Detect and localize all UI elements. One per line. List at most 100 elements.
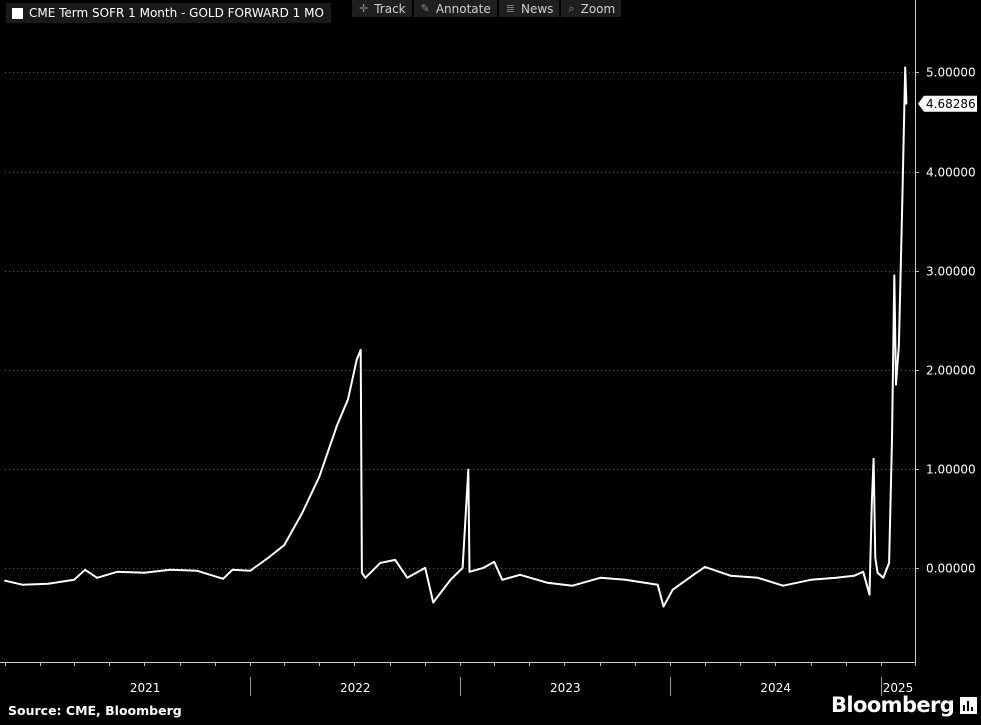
data-point: [874, 557, 877, 559]
y-tick-label: 5.00000: [926, 66, 976, 80]
data-point: [432, 601, 435, 604]
last-value-text: 4.68286: [926, 97, 976, 111]
data-point: [757, 576, 759, 579]
x-tick-label: 2025: [883, 681, 914, 695]
data-point: [695, 571, 698, 574]
data-point: [84, 568, 86, 571]
data-point: [47, 582, 50, 585]
news-icon: ≣: [505, 2, 515, 15]
data-point: [394, 559, 397, 561]
data-point: [231, 568, 234, 571]
data-point: [888, 562, 890, 564]
data-point: [364, 576, 367, 579]
data-point: [249, 569, 252, 572]
pencil-icon: ✎: [420, 2, 430, 15]
data-point: [893, 274, 896, 277]
data-point: [116, 570, 119, 573]
data-point: [809, 578, 812, 581]
data-point: [546, 581, 549, 584]
x-tick-label: 2024: [760, 681, 791, 695]
grid: [5, 72, 915, 569]
legend-swatch: [12, 7, 23, 19]
brand-wordmark: Bloomberg: [831, 693, 955, 717]
data-point: [467, 468, 470, 471]
x-tick-label: 2023: [550, 681, 581, 695]
last-value-flag: [918, 95, 977, 112]
data-point: [169, 568, 172, 571]
data-point: [379, 562, 382, 564]
annotate-button[interactable]: ✎ Annotate: [413, 0, 497, 17]
chart-toolbar: ✛ Track ✎ Annotate ≣ News ⌕ Zoom: [352, 0, 622, 17]
data-point: [571, 584, 574, 587]
source-note: Source: CME, Bloomberg: [8, 703, 182, 718]
legend-label: CME Term SOFR 1 Month - GOLD FORWARD 1 M…: [29, 6, 324, 20]
data-point: [729, 574, 732, 577]
y-tick-label: 2.00000: [926, 364, 976, 378]
annotate-label: Annotate: [435, 1, 491, 16]
data-point: [336, 424, 338, 427]
track-label: Track: [374, 1, 406, 16]
legend: CME Term SOFR 1 Month - GOLD FORWARD 1 M…: [6, 3, 331, 23]
data-point: [853, 574, 855, 577]
bloomberg-terminal-icon: [960, 696, 978, 714]
data-point: [267, 557, 269, 559]
data-point: [704, 566, 706, 568]
data-point: [599, 576, 602, 579]
crosshair-icon: ✛: [359, 2, 369, 15]
data-point: [782, 584, 785, 587]
zoom-button[interactable]: ⌕ Zoom: [561, 0, 622, 17]
series-line: [4, 66, 908, 608]
data-point: [882, 576, 885, 579]
x-tick-labels: 2021 2022 2023 2024 2025: [130, 681, 913, 695]
data-point: [283, 544, 286, 546]
data-point: [482, 567, 485, 569]
x-tick-label: 2022: [340, 681, 371, 695]
data-point: [73, 578, 75, 581]
data-point: [862, 570, 865, 573]
data-point: [222, 577, 225, 580]
data-point: [501, 578, 504, 581]
axes: [0, 0, 919, 696]
data-point: [519, 573, 521, 576]
data-point: [96, 576, 98, 579]
data-point: [468, 570, 471, 573]
data-point: [196, 569, 199, 572]
data-point: [361, 571, 363, 574]
y-tick-labels: 0.00000 1.00000 2.00000 3.00000 4.00000 5.000…: [926, 66, 976, 576]
data-point: [21, 583, 24, 586]
data-point: [424, 567, 427, 569]
last-value-label: 4.68286: [918, 95, 977, 112]
data-point: [868, 593, 871, 596]
series-layer: [4, 66, 908, 608]
data-point: [449, 578, 452, 581]
data-point: [905, 102, 908, 105]
data-point: [876, 571, 879, 574]
data-point: [656, 583, 659, 586]
news-button[interactable]: ≣ News: [498, 0, 560, 17]
data-point: [355, 358, 358, 361]
data-point: [901, 200, 904, 203]
data-point: [4, 579, 6, 582]
data-point: [870, 502, 873, 505]
data-point: [904, 66, 907, 69]
track-button[interactable]: ✛ Track: [352, 0, 412, 17]
data-point: [872, 458, 875, 460]
zoom-label: Zoom: [580, 1, 616, 16]
data-point: [662, 605, 665, 608]
y-tick-label: 4.00000: [926, 166, 976, 180]
data-point: [461, 567, 464, 569]
y-tick-label: 1.00000: [926, 463, 976, 477]
data-point: [359, 349, 362, 351]
news-label: News: [520, 1, 554, 16]
data-point: [143, 571, 146, 574]
data-point: [671, 588, 674, 591]
data-point: [835, 576, 837, 579]
data-point: [406, 576, 409, 579]
data-point: [895, 383, 897, 386]
y-tick-label: 0.00000: [926, 562, 976, 576]
data-point: [347, 398, 349, 401]
data-point: [301, 512, 303, 515]
magnifier-icon: ⌕: [568, 1, 575, 15]
y-tick-label: 3.00000: [926, 265, 976, 279]
